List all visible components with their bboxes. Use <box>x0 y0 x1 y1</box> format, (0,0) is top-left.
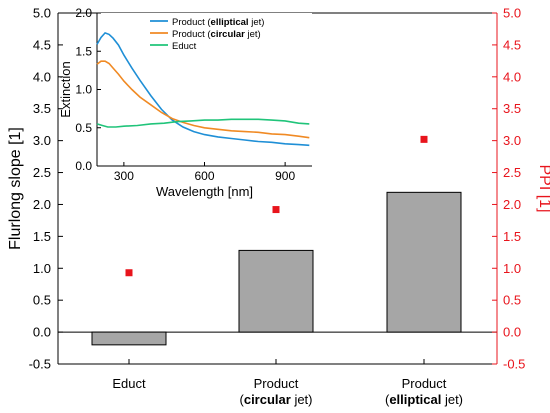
right-tick-label: 4.0 <box>503 69 521 84</box>
inset-x-tick-label: 600 <box>194 169 214 183</box>
legend-label-2: Product (circular jet) <box>172 29 261 40</box>
category-label-prefix: ( <box>240 392 245 407</box>
legend-label-prefix: Educt <box>172 41 197 52</box>
inset-y-tick-label: 0.0 <box>75 159 92 173</box>
right-tick-label: 4.5 <box>503 37 521 52</box>
left-tick-label: -0.5 <box>29 357 51 372</box>
legend-label-prefix: Product ( <box>172 17 211 28</box>
right-axis-ticks: -0.5 0.0 0.5 1.0 1.5 2.0 2.5 3.0 3.5 4.0 4.5 5.0 <box>492 6 525 372</box>
inset-x-tick-label: 900 <box>275 169 295 183</box>
bar-series <box>91 191 462 346</box>
category-label-bold: elliptical <box>389 392 441 407</box>
right-tick-label: 0.0 <box>503 325 521 340</box>
category-label-bold: circular <box>244 392 291 407</box>
left-tick-label: 1.0 <box>33 261 51 276</box>
category-label-prefix: ( <box>385 392 390 407</box>
category-label: Educt <box>112 376 146 391</box>
left-tick-label: 1.5 <box>33 229 51 244</box>
left-tick-label: 0.0 <box>33 325 51 340</box>
category-label: Product <box>254 376 299 391</box>
ppi-point-1 <box>125 269 133 277</box>
left-axis-ticks: -0.5 0.0 0.5 1.0 1.5 2.0 2.5 3.0 3.5 4.0 4.5 5.0 <box>29 6 425 372</box>
inset-series-line-3 <box>96 118 310 128</box>
inset-x-axis-title: Wavelength [nm] <box>156 184 253 199</box>
inset-y-tick-label: 1.0 <box>75 83 92 97</box>
inset-x-tick-label: 300 <box>114 169 134 183</box>
ppi-point-2 <box>272 206 280 214</box>
category-label-line2: (circular jet) <box>240 392 313 407</box>
category-label: Product <box>402 376 447 391</box>
right-tick-label: -0.5 <box>503 357 525 372</box>
right-tick-label: 2.5 <box>503 165 521 180</box>
left-tick-label: 5.0 <box>33 6 51 21</box>
category-label-rest: jet) <box>441 392 463 407</box>
legend-label-bold: circular <box>211 29 246 40</box>
legend-label-3: Educt <box>172 41 197 52</box>
inset-y-tick-label: 0.5 <box>75 121 92 135</box>
ppi-series <box>125 135 428 277</box>
right-tick-label: 3.0 <box>503 133 521 148</box>
legend-label-prefix: Product ( <box>172 29 211 40</box>
inset-y-axis-title: Extinction <box>58 61 73 117</box>
bar-2 <box>238 249 314 333</box>
legend-label-1: Product (elliptical jet) <box>172 17 264 28</box>
left-tick-label: 2.0 <box>33 197 51 212</box>
inset-series-line-2 <box>96 60 310 139</box>
bar-1 <box>91 331 167 346</box>
left-tick-label: 4.0 <box>33 69 51 84</box>
right-tick-label: 1.0 <box>503 261 521 276</box>
inset-y-tick-label: 2.0 <box>75 6 92 20</box>
legend-label-bold: elliptical <box>211 17 249 28</box>
legend-label-rest: jet) <box>249 17 265 28</box>
right-axis-title: PPI [1] <box>536 164 550 212</box>
legend-label-rest: jet) <box>245 29 261 40</box>
right-tick-label: 1.5 <box>503 229 521 244</box>
inset-chart: 0.0 0.5 1.0 1.5 2.0 300 600 900 Wavelength [nm] E… <box>58 6 312 199</box>
left-tick-label: 3.5 <box>33 101 51 116</box>
right-tick-label: 5.0 <box>503 6 521 21</box>
left-tick-label: 0.5 <box>33 293 51 308</box>
inset-y-tick-label: 1.5 <box>75 44 92 58</box>
right-tick-label: 3.5 <box>503 101 521 116</box>
category-labels: Educt Product(circular jet)Product(ellipt… <box>112 376 463 407</box>
left-tick-label: 3.0 <box>33 133 51 148</box>
category-label-rest: jet) <box>291 392 313 407</box>
inset-series-line-1 <box>96 31 310 147</box>
left-axis-title: Flurlong slope [1] <box>7 127 24 250</box>
axis-titles: Flurlong slope [1] PPI [1] <box>7 127 550 250</box>
category-label-line2: (elliptical jet) <box>385 392 463 407</box>
ppi-point-3 <box>420 135 428 143</box>
right-tick-label: 2.0 <box>503 197 521 212</box>
left-tick-label: 4.5 <box>33 37 51 52</box>
right-tick-label: 0.5 <box>503 293 521 308</box>
bar-3 <box>386 191 462 333</box>
left-tick-label: 2.5 <box>33 165 51 180</box>
